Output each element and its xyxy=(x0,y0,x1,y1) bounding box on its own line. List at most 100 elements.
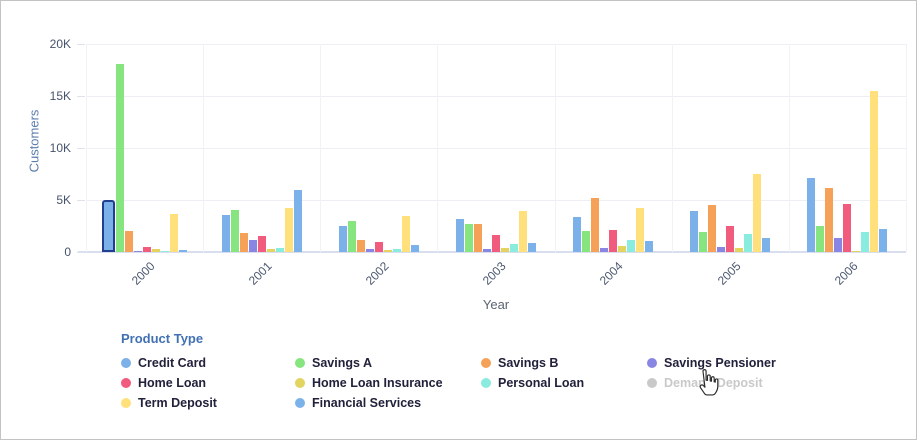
bar-financial-services-2001[interactable] xyxy=(293,189,302,252)
bar-home-loan-2006[interactable] xyxy=(843,204,852,252)
legend-item-savings-b[interactable]: Savings B xyxy=(481,356,647,370)
bar-home-loan-insurance-2005[interactable] xyxy=(735,248,744,252)
legend-item-home-loan-insurance[interactable]: Home Loan Insurance xyxy=(295,375,481,390)
bar-home-loan-2004[interactable] xyxy=(609,230,618,252)
bar-financial-services-2004[interactable] xyxy=(645,240,654,252)
bar-savings-b-2003[interactable] xyxy=(473,223,482,252)
bar-savings-b-2001[interactable] xyxy=(239,233,248,252)
bar-savings-a-2003[interactable] xyxy=(464,223,473,252)
bar-personal-loan-2002[interactable] xyxy=(392,249,401,252)
bar-home-loan-2001[interactable] xyxy=(257,236,266,252)
hand-cursor-icon xyxy=(699,369,719,396)
legend-marker-credit-card xyxy=(121,357,131,368)
y-axis-tick-label: 10K xyxy=(49,141,71,155)
bar-financial-services-2006[interactable] xyxy=(879,229,888,252)
legend-label: Savings A xyxy=(312,355,372,370)
legend-label: Home Loan Insurance xyxy=(312,375,443,390)
bar-personal-loan-2006[interactable] xyxy=(861,232,870,252)
v-gridline xyxy=(906,44,907,252)
bar-home-loan-2003[interactable] xyxy=(491,235,500,252)
bar-group-2005 xyxy=(672,44,789,252)
x-axis-title: Year xyxy=(482,297,510,312)
bar-term-deposit-2001[interactable] xyxy=(284,208,293,252)
legend-marker-demand-deposit xyxy=(647,377,657,388)
bar-savings-pensioner-2006[interactable] xyxy=(834,238,843,252)
bar-savings-a-2002[interactable] xyxy=(347,220,356,252)
legend: Product Type Credit Card Savings A Savings… xyxy=(121,331,821,410)
h-gridline xyxy=(86,44,906,45)
v-gridline xyxy=(437,44,439,252)
plot-area xyxy=(78,44,907,253)
bar-personal-loan-2004[interactable] xyxy=(627,239,636,252)
legend-item-savings-pensioner[interactable]: Savings Pensioner xyxy=(647,356,821,370)
bar-home-loan-2002[interactable] xyxy=(374,241,383,252)
bar-credit-card-2001[interactable] xyxy=(221,214,230,252)
bar-personal-loan-2000[interactable] xyxy=(161,251,170,252)
legend-label: Term Deposit xyxy=(138,395,217,410)
bar-savings-b-2004[interactable] xyxy=(591,197,600,252)
bar-credit-card-2004[interactable] xyxy=(573,216,582,252)
bar-home-loan-insurance-2003[interactable] xyxy=(500,248,509,252)
legend-marker-savings-b xyxy=(481,357,491,368)
bar-financial-services-2000[interactable] xyxy=(179,250,188,252)
bar-home-loan-insurance-2006[interactable] xyxy=(852,250,861,252)
bar-savings-b-2006[interactable] xyxy=(825,187,834,252)
legend-item-term-deposit[interactable]: Term Deposit xyxy=(121,395,295,410)
bar-savings-a-2005[interactable] xyxy=(699,232,708,252)
x-axis-label-2001: 2001 xyxy=(245,259,275,288)
bar-savings-pensioner-2003[interactable] xyxy=(482,249,491,252)
bar-credit-card-2002[interactable] xyxy=(338,226,347,252)
bar-savings-a-2000[interactable] xyxy=(116,63,125,252)
bar-term-deposit-2004[interactable] xyxy=(636,208,645,252)
bar-financial-services-2002[interactable] xyxy=(410,244,419,252)
bar-savings-b-2000[interactable] xyxy=(125,231,134,252)
bar-credit-card-2005[interactable] xyxy=(690,211,699,252)
bar-term-deposit-2006[interactable] xyxy=(870,90,879,252)
bar-term-deposit-2003[interactable] xyxy=(518,211,527,252)
bar-savings-pensioner-2002[interactable] xyxy=(365,249,374,252)
bar-savings-pensioner-2001[interactable] xyxy=(248,239,257,252)
x-axis-label-2005: 2005 xyxy=(714,259,744,288)
bar-personal-loan-2003[interactable] xyxy=(509,243,518,252)
x-axis-label-2002: 2002 xyxy=(362,259,392,288)
bar-savings-a-2004[interactable] xyxy=(582,231,591,252)
legend-item-financial-services[interactable]: Financial Services xyxy=(295,396,481,410)
x-axis-label-2004: 2004 xyxy=(597,259,627,288)
bar-savings-b-2005[interactable] xyxy=(708,205,717,252)
legend-item-home-loan[interactable]: Home Loan xyxy=(121,376,295,390)
bar-financial-services-2005[interactable] xyxy=(762,238,771,252)
bar-home-loan-2005[interactable] xyxy=(726,226,735,252)
bar-home-loan-insurance-2002[interactable] xyxy=(383,249,392,252)
bar-home-loan-2000[interactable] xyxy=(143,247,152,252)
h-gridline xyxy=(86,200,906,201)
bar-savings-b-2002[interactable] xyxy=(356,239,365,252)
bar-savings-pensioner-2000[interactable] xyxy=(134,251,143,252)
bar-savings-a-2006[interactable] xyxy=(816,226,825,252)
bar-savings-pensioner-2005[interactable] xyxy=(717,247,726,252)
bar-credit-card-2006[interactable] xyxy=(807,178,816,252)
bar-term-deposit-2002[interactable] xyxy=(401,215,410,252)
legend-marker-personal-loan xyxy=(481,377,491,388)
legend-item-savings-a[interactable]: Savings A xyxy=(295,355,481,370)
bar-savings-a-2001[interactable] xyxy=(230,210,239,252)
bar-home-loan-insurance-2004[interactable] xyxy=(618,245,627,252)
bar-term-deposit-2005[interactable] xyxy=(753,174,762,252)
legend-item-demand-deposit[interactable]: Demand Deposit xyxy=(647,376,821,390)
legend-item-personal-loan[interactable]: Personal Loan xyxy=(481,376,647,390)
bar-home-loan-insurance-2000[interactable] xyxy=(152,248,161,252)
legend-item-credit-card[interactable]: Credit Card xyxy=(121,356,295,370)
y-axis-tick-label: 15K xyxy=(49,89,71,103)
bar-personal-loan-2001[interactable] xyxy=(275,248,284,252)
h-gridline xyxy=(86,96,906,97)
bar-home-loan-insurance-2001[interactable] xyxy=(266,248,275,252)
bar-credit-card-2003[interactable] xyxy=(455,218,464,252)
bar-personal-loan-2005[interactable] xyxy=(744,234,753,252)
bar-savings-pensioner-2004[interactable] xyxy=(600,248,609,252)
bar-financial-services-2003[interactable] xyxy=(527,242,536,252)
bar-credit-card-2000[interactable] xyxy=(102,200,116,252)
bar-term-deposit-2000[interactable] xyxy=(170,213,179,252)
y-axis-tick-mark xyxy=(77,96,85,97)
y-axis-tick-mark xyxy=(77,44,85,45)
bar-group-2000 xyxy=(86,44,203,252)
legend-marker-home-loan-insurance xyxy=(295,377,305,388)
